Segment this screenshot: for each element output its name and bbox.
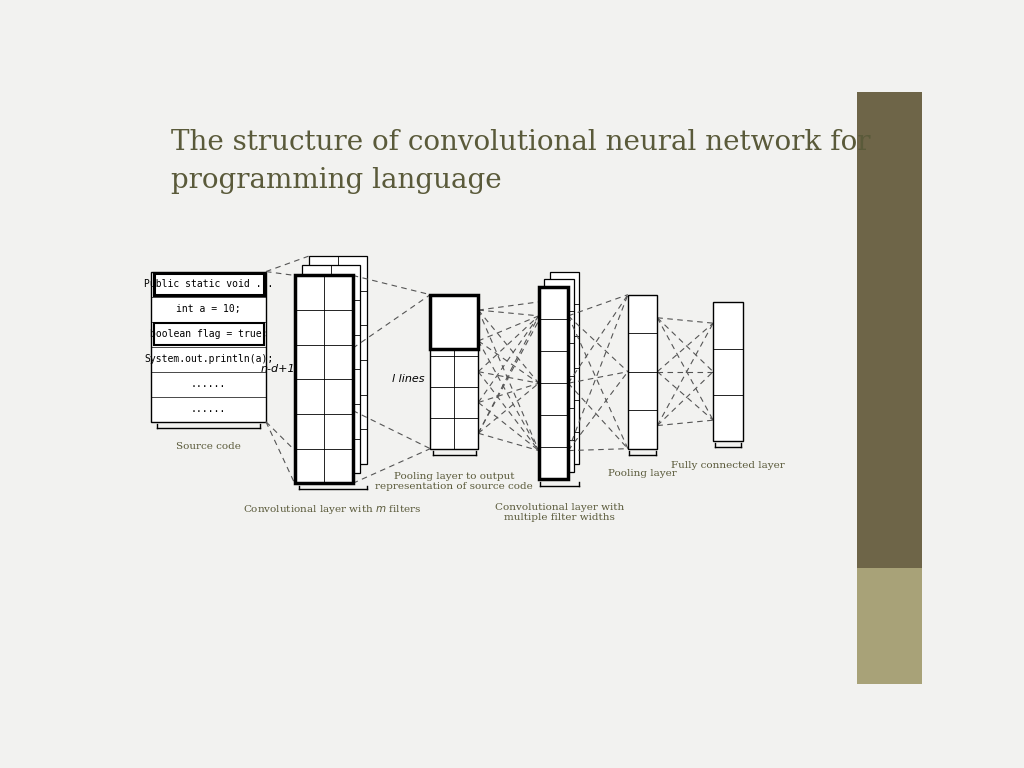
Bar (430, 295, 478, 349)
Bar (550, 272, 579, 464)
Bar (856, 568, 922, 684)
Bar (154, 323, 263, 345)
Bar (430, 295, 478, 449)
Bar (544, 280, 573, 472)
Bar (856, 92, 922, 684)
Text: ......: ...... (190, 404, 226, 414)
Text: Pooling layer: Pooling layer (608, 468, 677, 478)
Text: int a = 10;: int a = 10; (176, 304, 241, 314)
Bar (628, 295, 657, 449)
Text: n-d+1: n-d+1 (260, 364, 295, 374)
Text: Pooling layer to output
representation of source code: Pooling layer to output representation o… (376, 472, 534, 492)
Bar (308, 257, 367, 464)
Bar (152, 272, 266, 422)
Text: Public static void ...: Public static void ... (144, 279, 273, 289)
Text: boolean flag = true;: boolean flag = true; (150, 329, 267, 339)
Text: l lines: l lines (392, 374, 425, 384)
Bar (154, 273, 263, 295)
Text: Fully connected layer: Fully connected layer (671, 461, 784, 470)
Text: Convolutional layer with
multiple filter widths: Convolutional layer with multiple filter… (495, 502, 625, 522)
Text: ......: ...... (190, 379, 226, 389)
Text: Source code: Source code (176, 442, 241, 451)
Text: System.out.println(a);: System.out.println(a); (144, 354, 273, 364)
Bar (302, 266, 359, 473)
Text: The structure of convolutional neural network for
programming language: The structure of convolutional neural ne… (171, 129, 870, 194)
Bar (713, 303, 742, 441)
Text: Convolutional layer with $m$ filters: Convolutional layer with $m$ filters (244, 503, 422, 516)
Bar (539, 287, 568, 479)
Bar (295, 276, 352, 483)
